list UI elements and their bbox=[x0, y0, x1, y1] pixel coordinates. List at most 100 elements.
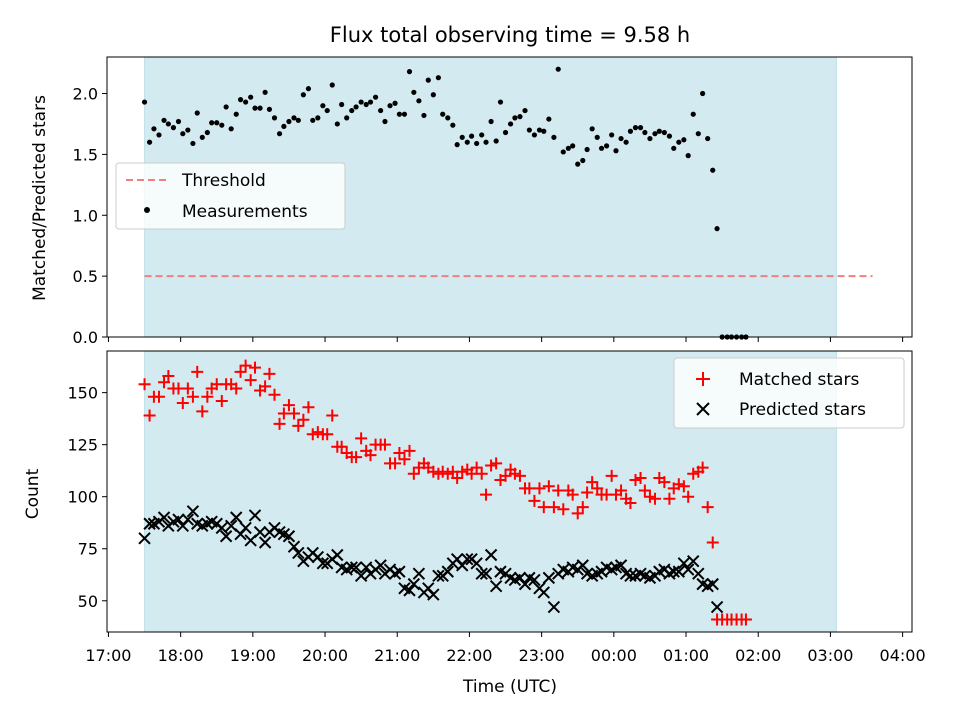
measurements-point-95 bbox=[598, 145, 605, 151]
measurements-point-73 bbox=[493, 138, 499, 144]
measurements-point-23 bbox=[252, 105, 258, 111]
measurements-point-110 bbox=[671, 145, 677, 151]
predicted-stars-point-115 bbox=[692, 567, 705, 580]
matched-stars-point-10 bbox=[186, 390, 199, 403]
matched-stars-point-85 bbox=[547, 501, 560, 514]
measurements-point-71 bbox=[483, 139, 489, 145]
measurements-point-8 bbox=[180, 131, 186, 137]
measurements-point-52 bbox=[392, 100, 398, 106]
predicted-stars-point-21 bbox=[239, 521, 252, 535]
matched-legend-swatch bbox=[696, 372, 710, 386]
matched-stars-point-111 bbox=[672, 478, 685, 491]
measurements-point-83 bbox=[541, 128, 547, 134]
count-plot-frame bbox=[106, 350, 913, 633]
predicted-stars-point-57 bbox=[412, 567, 426, 580]
y-tick-label-1-150: 150 bbox=[67, 384, 98, 403]
measurements-point-18 bbox=[228, 126, 234, 132]
measurements-point-74 bbox=[497, 99, 504, 105]
measurements-point-40 bbox=[334, 121, 340, 127]
measurements-point-117 bbox=[705, 135, 711, 142]
matched-stars-point-73 bbox=[490, 457, 503, 470]
matched-stars-point-81 bbox=[528, 494, 541, 507]
matched-stars-point-108 bbox=[658, 476, 671, 489]
predicted-stars-point-67 bbox=[461, 552, 474, 566]
matched-stars-point-87 bbox=[557, 503, 570, 516]
matched-stars-point-84 bbox=[542, 480, 555, 493]
measurements-point-119 bbox=[714, 226, 720, 232]
measurements-point-88 bbox=[565, 145, 571, 151]
matched-stars-point-83 bbox=[537, 501, 550, 514]
matched-stars-point-32 bbox=[292, 419, 305, 432]
measurements-point-4 bbox=[161, 117, 167, 123]
count-x-axis: 17:00 18:00 19:00 20:00 21:00 22:00 23:00 00:00… bbox=[85, 632, 926, 665]
matched-stars-point-80 bbox=[523, 482, 536, 495]
matched-stars-point-3 bbox=[152, 390, 165, 403]
predicted-stars-point-1 bbox=[143, 517, 156, 530]
matched-stars-point-72 bbox=[485, 459, 498, 472]
x-tick-label-2000: 20:00 bbox=[302, 646, 348, 665]
predicted-stars-point-4 bbox=[157, 511, 171, 524]
matched-stars-point-125 bbox=[739, 613, 752, 626]
predicted-stars-point-31 bbox=[287, 540, 301, 553]
measurements-point-0 bbox=[141, 99, 148, 105]
predicted-stars-point-17 bbox=[219, 530, 233, 543]
measurements-point-12 bbox=[199, 134, 205, 140]
measurements-point-109 bbox=[666, 133, 673, 139]
ratio-y-label: Matched/Predicted stars bbox=[30, 95, 50, 301]
matched-stars-point-102 bbox=[629, 474, 642, 487]
predicted-stars-point-60 bbox=[427, 588, 440, 601]
measurements-point-45 bbox=[358, 99, 364, 105]
predicted-stars-point-16 bbox=[215, 521, 229, 535]
measurements-point-32 bbox=[295, 117, 301, 123]
measurements-point-99 bbox=[618, 135, 624, 142]
chart-title: Flux total observing time = 9.58 h bbox=[330, 23, 690, 47]
matched-stars-point-101 bbox=[624, 496, 637, 509]
matched-stars-point-31 bbox=[287, 407, 300, 420]
measurements-point-97 bbox=[609, 132, 615, 138]
measurements-point-89 bbox=[570, 143, 576, 149]
threshold-legend-label: Threshold bbox=[181, 171, 266, 191]
predicted-stars-point-84 bbox=[542, 571, 556, 585]
measurements-point-101 bbox=[627, 128, 634, 134]
matched-stars-point-11 bbox=[191, 365, 204, 378]
predicted-stars-point-113 bbox=[681, 563, 695, 576]
matched-stars-point-86 bbox=[552, 484, 565, 497]
x-tick-label-2200: 22:00 bbox=[446, 646, 492, 665]
matched-stars-point-38 bbox=[321, 428, 334, 441]
matched-stars-point-68 bbox=[465, 467, 478, 480]
ratio-legend: Threshold Measurements bbox=[115, 162, 346, 230]
measurements-point-11 bbox=[194, 110, 200, 116]
measurements-point-64 bbox=[450, 122, 456, 128]
predicted-stars-point-56 bbox=[407, 577, 421, 591]
matched-stars-point-34 bbox=[302, 401, 315, 414]
measurements-point-24 bbox=[257, 105, 263, 111]
predicted-stars-point-7 bbox=[172, 513, 185, 526]
matched-stars-point-103 bbox=[634, 471, 647, 484]
x-tick-label-0300: 03:00 bbox=[807, 646, 853, 665]
matched-stars-point-65 bbox=[451, 471, 464, 484]
ratio-x-axis bbox=[107, 337, 904, 342]
count-legend: Matched stars Predicted stars bbox=[673, 357, 905, 429]
matched-stars-point-39 bbox=[326, 409, 339, 422]
measurements-point-21 bbox=[243, 99, 249, 105]
predicted-stars-point-30 bbox=[282, 530, 296, 543]
matched-stars-point-117 bbox=[701, 501, 714, 514]
measurements-point-94 bbox=[594, 134, 600, 140]
x-tick-label-0200: 02:00 bbox=[735, 646, 781, 665]
measurements-point-103 bbox=[637, 125, 644, 131]
x-axis-label: Time (UTC) bbox=[462, 677, 557, 697]
measurements-point-31 bbox=[291, 115, 297, 121]
measurements-point-47 bbox=[367, 99, 374, 105]
measurements-point-28 bbox=[276, 131, 283, 137]
matched-stars-point-22 bbox=[244, 374, 257, 387]
matched-stars-point-55 bbox=[403, 444, 416, 457]
matched-stars-point-104 bbox=[638, 484, 651, 497]
matched-stars-point-69 bbox=[470, 461, 483, 474]
measurements-point-102 bbox=[632, 125, 639, 131]
ratio-points bbox=[141, 66, 749, 340]
measurements-point-30 bbox=[286, 118, 292, 125]
matched-stars-point-16 bbox=[215, 394, 228, 407]
predicted-stars-point-37 bbox=[316, 557, 330, 570]
measurements-point-17 bbox=[223, 104, 229, 110]
